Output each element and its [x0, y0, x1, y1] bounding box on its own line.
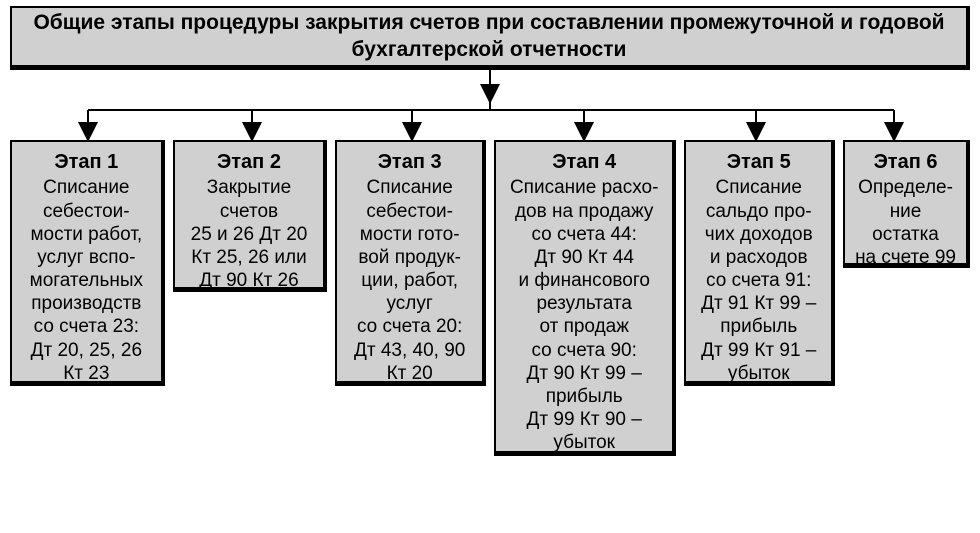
- stage-6: Этап 6 Определе- ние остатка на счете 99: [843, 140, 970, 268]
- stage-2-title: Этап 2: [179, 150, 320, 174]
- header-text: Общие этапы процедуры закрытия счетов пр…: [22, 10, 956, 63]
- stage-5: Этап 5 Списание сальдо про- чих доходов …: [684, 140, 835, 386]
- stage-6-title: Этап 6: [849, 150, 962, 174]
- stages-row: Этап 1 Списание себестои- мости работ, у…: [10, 140, 970, 456]
- stage-3-title: Этап 3: [341, 150, 478, 174]
- stage-3-body: Списание себестои- мости гото- вой проду…: [341, 176, 478, 385]
- header-box: Общие этапы процедуры закрытия счетов пр…: [10, 6, 970, 70]
- stage-4: Этап 4 Списание расхо- дов на продажу со…: [494, 140, 676, 456]
- stage-5-body: Списание сальдо про- чих доходов и расхо…: [690, 176, 827, 385]
- stage-1-title: Этап 1: [16, 150, 157, 174]
- stage-4-body: Списание расхо- дов на продажу со счета …: [500, 176, 668, 454]
- stage-6-body: Определе- ние остатка на счете 99: [849, 176, 962, 269]
- stage-2-body: Закрытие счетов 25 и 26 Дт 20 Кт 25, 26 …: [179, 176, 320, 292]
- stage-5-title: Этап 5: [690, 150, 827, 174]
- stage-3: Этап 3 Списание себестои- мости гото- во…: [335, 140, 486, 386]
- stage-1: Этап 1 Списание себестои- мости работ, у…: [10, 140, 165, 386]
- stage-2: Этап 2 Закрытие счетов 25 и 26 Дт 20 Кт …: [173, 140, 328, 292]
- connector-svg: [0, 70, 980, 140]
- stage-1-body: Списание себестои- мости работ, услуг вс…: [16, 176, 157, 385]
- stage-4-title: Этап 4: [500, 150, 668, 174]
